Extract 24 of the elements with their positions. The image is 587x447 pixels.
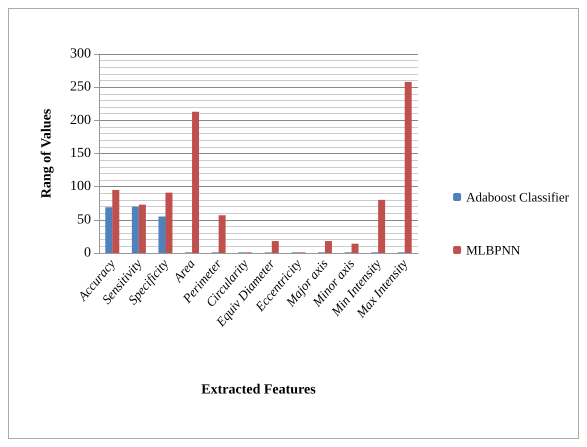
bar	[272, 241, 279, 253]
bar	[192, 112, 200, 253]
x-axis-title: Extracted Features	[201, 382, 316, 398]
bar	[165, 192, 172, 253]
y-tick-label: 50	[77, 212, 91, 228]
legend-label: Adaboost Classifier	[466, 190, 570, 204]
y-tick-label: 100	[70, 179, 91, 194]
y-tick-label: 300	[70, 46, 91, 62]
bar	[112, 190, 120, 253]
y-tick-label: 250	[70, 80, 91, 95]
bar	[132, 206, 139, 253]
bar	[138, 204, 146, 253]
bar	[352, 244, 359, 253]
bar	[105, 207, 112, 253]
y-tick-label: 200	[70, 112, 91, 128]
bar	[158, 216, 166, 253]
bar	[404, 82, 412, 253]
bar	[378, 200, 386, 253]
bar	[218, 215, 226, 253]
bar	[324, 241, 332, 253]
y-tick-label: 0	[84, 246, 91, 260]
y-tick-label: 150	[70, 146, 91, 161]
legend-label: MLBPNN	[466, 242, 521, 258]
y-axis-title: Rang of Values	[40, 108, 54, 198]
